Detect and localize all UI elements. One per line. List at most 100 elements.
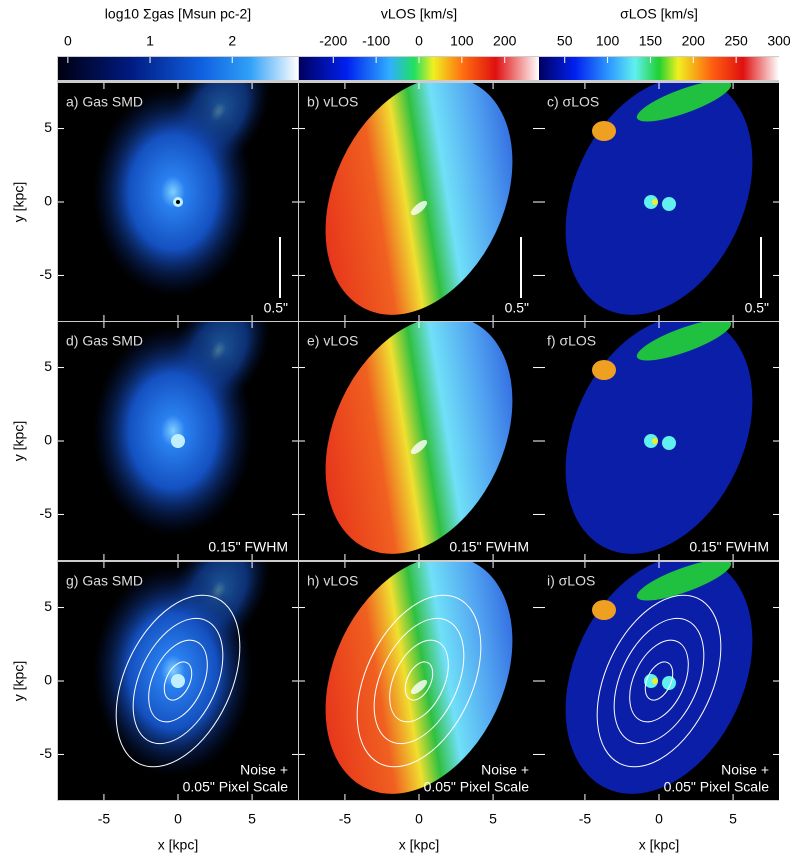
panel-image (565, 322, 753, 554)
contour (163, 661, 193, 701)
panel-image (565, 83, 753, 315)
panel-label: d) Gas SMD (66, 333, 143, 349)
colorbar-tick-label: 300 (767, 33, 790, 49)
vlos-center (410, 679, 428, 695)
panel-label: e) vLOS (307, 333, 358, 349)
contour (115, 594, 241, 768)
x-tick-label: -5 (98, 811, 111, 827)
contour (132, 617, 224, 745)
panel-note: 0.5" (505, 300, 529, 316)
colorbar-tick-label: 100 (450, 33, 474, 49)
gas-core (171, 434, 185, 448)
colorbar-tick-label: 200 (493, 33, 517, 49)
contour (404, 661, 434, 701)
disk (325, 322, 513, 554)
x-tick-label: -5 (339, 811, 352, 827)
sigma-core (652, 438, 658, 444)
panel-label: c) σLOS (547, 94, 599, 110)
gas-disk (93, 566, 253, 776)
disk (325, 562, 513, 794)
panel-note: 0.15" FWHM (208, 539, 288, 555)
sigma-core (644, 195, 658, 209)
contour (613, 617, 705, 745)
panel-note: Noise + (481, 762, 529, 778)
panel-note: 0.15" FWHM (449, 539, 529, 555)
y-tick-label: 5 (44, 358, 52, 374)
sigma-edge (592, 121, 616, 141)
x-tick-label: 0 (415, 811, 423, 827)
panel-image (93, 322, 271, 536)
x-tick-label: 5 (489, 811, 497, 827)
panel-note: 0.15" FWHM (689, 539, 769, 555)
panel-label: b) vLOS (307, 94, 358, 110)
y-tick-label: 0 (44, 432, 52, 448)
gas-disk (93, 326, 253, 536)
contour (373, 617, 465, 745)
x-axis-label: x [kpc] (158, 837, 198, 853)
sigma-core (652, 678, 658, 684)
colorbar-tick-label: 1 (146, 33, 154, 49)
panel-image (93, 562, 271, 776)
colorbar (58, 57, 298, 80)
panel-note: 0.05" Pixel Scale (183, 779, 289, 795)
panel-label: i) σLOS (547, 573, 595, 589)
panel-image (93, 83, 271, 297)
x-tick-label: 0 (174, 811, 182, 827)
y-tick-label: -5 (40, 266, 53, 282)
colorbar-tick-label: 50 (557, 33, 573, 49)
gas-core (171, 674, 185, 688)
colorbar-tick-label: -200 (319, 33, 347, 49)
panel-label: f) σLOS (547, 333, 596, 349)
colorbar-label: log10 Σgas [Msun pc-2] (105, 6, 251, 22)
x-tick-label: 0 (655, 811, 663, 827)
colorbar-tick-label: 200 (682, 33, 706, 49)
sigma-edge (592, 600, 616, 620)
x-axis-label: x [kpc] (399, 837, 439, 853)
contour (356, 594, 482, 768)
sigma-edge (636, 322, 732, 361)
contour (629, 639, 689, 723)
sigma-edge (592, 360, 616, 380)
panel-image (565, 562, 753, 794)
y-axis-label: y [kpc] (11, 661, 27, 701)
panel-image (325, 322, 513, 554)
panel-note: Noise + (721, 762, 769, 778)
colorbar-tick-label: 150 (639, 33, 663, 49)
x-axis-label: x [kpc] (639, 837, 679, 853)
contour (596, 594, 722, 768)
y-tick-label: -5 (40, 745, 53, 761)
sigma-core (662, 436, 676, 450)
colorbar-tick-label: 0 (64, 33, 72, 49)
contour (644, 661, 674, 701)
colorbar-tick-label: 100 (596, 33, 620, 49)
panel-note: Noise + (240, 762, 288, 778)
y-tick-label: 5 (44, 119, 52, 135)
panel-note: 0.05" Pixel Scale (664, 779, 770, 795)
panel-note: 0.5" (264, 300, 288, 316)
vlos-center (410, 200, 428, 216)
panel-image (325, 83, 513, 315)
colorbar (299, 57, 539, 80)
disk (325, 83, 513, 315)
y-tick-label: -5 (40, 505, 53, 521)
sigma-core (644, 434, 658, 448)
panel-note: 0.05" Pixel Scale (424, 779, 530, 795)
panel-label: g) Gas SMD (66, 573, 143, 589)
y-tick-label: 0 (44, 672, 52, 688)
contour (148, 639, 208, 723)
gas-disk (93, 87, 253, 297)
colorbar-tick-label: 0 (415, 33, 423, 49)
colorbar-tick-label: 250 (724, 33, 748, 49)
colorbar (539, 57, 779, 80)
x-tick-label: 5 (248, 811, 256, 827)
gas-hole (176, 200, 180, 204)
vlos-center (410, 439, 428, 455)
sigma-edge (636, 562, 732, 601)
panel-label: h) vLOS (307, 573, 358, 589)
y-tick-label: 5 (44, 598, 52, 614)
contour (389, 639, 449, 723)
colorbar-tick-label: -100 (362, 33, 390, 49)
x-tick-label: 5 (729, 811, 737, 827)
y-tick-label: 0 (44, 193, 52, 209)
